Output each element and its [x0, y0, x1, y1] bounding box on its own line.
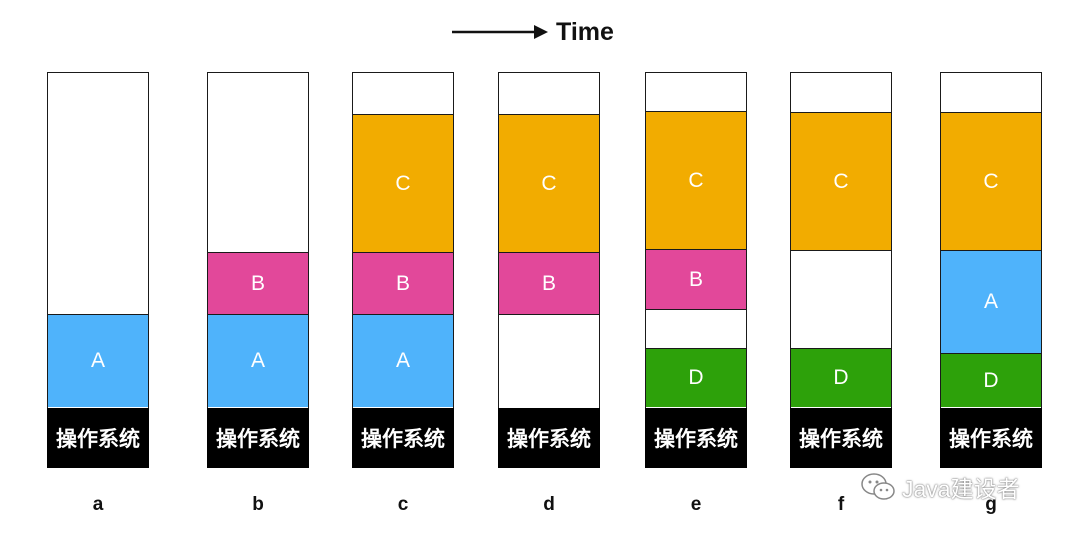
os-block: 操作系统: [790, 408, 892, 468]
stage-label: d: [543, 494, 555, 515]
process-block-c: C: [499, 114, 599, 252]
memory-column: 操作系统 D B C: [645, 72, 747, 468]
process-block-a: A: [941, 250, 1041, 353]
time-label: Time: [556, 17, 614, 46]
process-block-a: A: [353, 314, 453, 407]
process-block-d: D: [941, 353, 1041, 407]
os-block: 操作系统: [940, 408, 1042, 468]
memory-column: 操作系统 D A C: [940, 72, 1042, 468]
os-block: 操作系统: [498, 408, 600, 468]
process-block-b: B: [499, 252, 599, 314]
watermark: Java建设者: [860, 470, 1020, 504]
right-arrow-icon: [452, 25, 548, 39]
stage-label: c: [397, 494, 409, 515]
process-block-b: B: [646, 249, 746, 309]
os-block: 操作系统: [207, 408, 309, 468]
os-block: 操作系统: [645, 408, 747, 468]
memory-column: 操作系统 A: [47, 72, 149, 468]
os-block: 操作系统: [352, 408, 454, 468]
free-block: [791, 250, 891, 348]
process-block-c: C: [941, 112, 1041, 250]
stage-label: e: [690, 494, 702, 515]
free-block: [646, 309, 746, 348]
process-block-a: A: [48, 314, 148, 407]
process-block-c: C: [791, 112, 891, 250]
stage-label: a: [92, 494, 104, 515]
time-axis-header: Time: [452, 14, 614, 50]
process-block-b: B: [208, 252, 308, 314]
memory-column: 操作系统 D C: [790, 72, 892, 468]
free-block: [499, 314, 599, 407]
process-block-a: A: [208, 314, 308, 407]
memory-column: 操作系统 A B: [207, 72, 309, 468]
stage-label: g: [985, 494, 997, 515]
memory-column: 操作系统 B C: [498, 72, 600, 468]
wechat-icon: [861, 473, 895, 500]
process-block-c: C: [646, 111, 746, 249]
watermark-text: Java建设者: [902, 476, 1020, 502]
process-block-d: D: [791, 348, 891, 407]
os-block: 操作系统: [47, 408, 149, 468]
process-block-c: C: [353, 114, 453, 252]
stage-label: f: [837, 494, 845, 515]
process-block-d: D: [646, 348, 746, 407]
memory-column: 操作系统 A B C: [352, 72, 454, 468]
process-block-b: B: [353, 252, 453, 314]
stage-label: b: [252, 494, 264, 515]
